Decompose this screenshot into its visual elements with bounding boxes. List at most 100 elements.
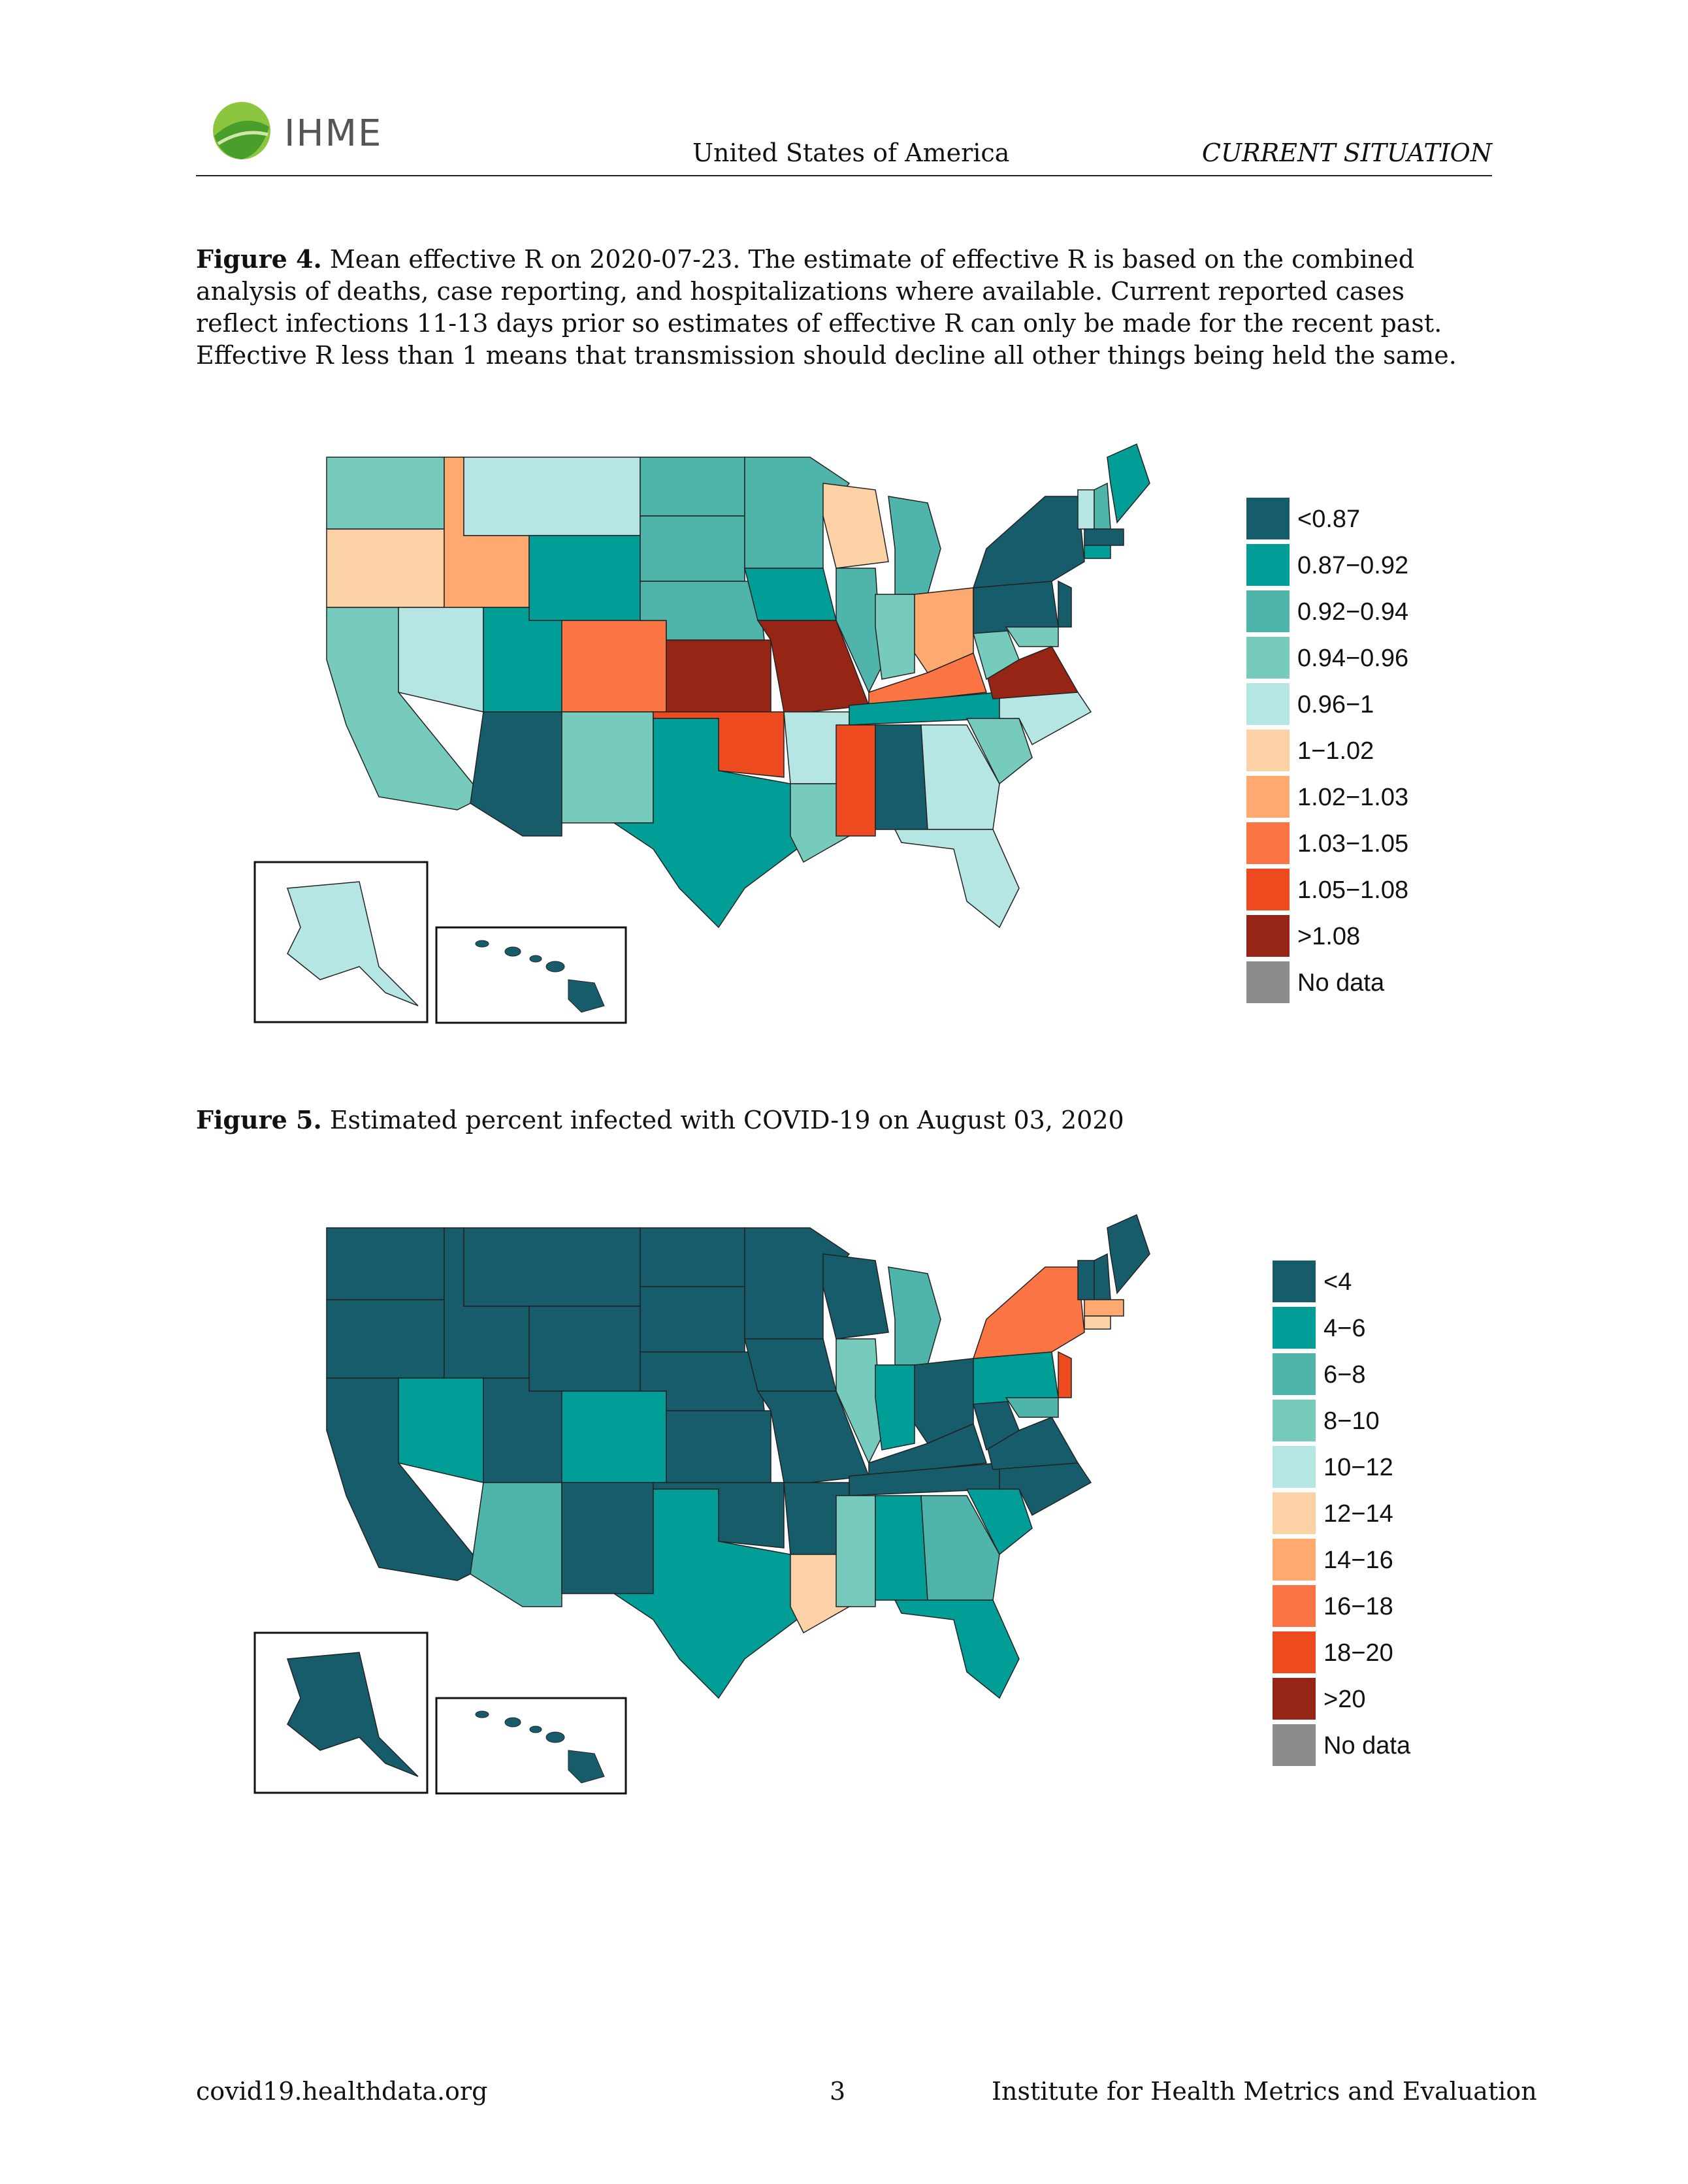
- legend-label: No data: [1297, 969, 1385, 997]
- legend-swatch: [1246, 498, 1290, 539]
- state-hi: [475, 940, 605, 1013]
- legend-swatch: [1273, 1492, 1316, 1534]
- state-wa: [326, 457, 445, 530]
- legend-swatch: [1246, 637, 1290, 679]
- figure4-caption-text: Mean effective R on 2020-07-23. The esti…: [196, 245, 1457, 370]
- legend-swatch: [1246, 822, 1290, 864]
- state-ak: [286, 1652, 419, 1777]
- legend-item: 10−12: [1273, 1446, 1495, 1492]
- legend-swatch: [1273, 1261, 1316, 1302]
- state-vt: [1077, 1260, 1095, 1300]
- state-va: [986, 1417, 1079, 1470]
- figure4-label: Figure 4.: [196, 244, 322, 274]
- legend-swatch: [1273, 1585, 1316, 1627]
- state-mi: [888, 1266, 941, 1366]
- legend-label: 0.92−0.94: [1297, 598, 1409, 626]
- legend-item: <4: [1273, 1261, 1495, 1307]
- legend-label: 6−8: [1323, 1361, 1366, 1389]
- header-section: CURRENT SITUATION: [1201, 138, 1492, 167]
- footer-website: covid19.healthdata.org: [196, 2077, 488, 2106]
- legend-label: 18−20: [1323, 1639, 1393, 1667]
- legend-label: <4: [1323, 1268, 1352, 1296]
- legend-swatch: [1246, 961, 1290, 1003]
- legend-item: 12−14: [1273, 1492, 1495, 1539]
- legend-label: 0.96−1: [1297, 691, 1374, 718]
- legend-swatch: [1273, 1539, 1316, 1581]
- state-me: [1107, 443, 1150, 524]
- state-sd: [640, 1286, 745, 1353]
- state-fl: [894, 829, 1020, 929]
- state-ga: [920, 1495, 1000, 1601]
- state-ak: [286, 881, 419, 1006]
- figure5-label: Figure 5.: [196, 1105, 322, 1134]
- state-or: [326, 528, 445, 608]
- legend-label: 1−1.02: [1297, 737, 1374, 765]
- legend-label: 4−6: [1323, 1315, 1366, 1342]
- state-al: [875, 1495, 928, 1601]
- state-ia: [744, 1338, 837, 1392]
- state-ga: [920, 724, 1000, 830]
- legend-label: 1.03−1.05: [1297, 830, 1409, 858]
- legend-label: >20: [1323, 1686, 1366, 1713]
- state-va: [986, 646, 1079, 699]
- state-co: [561, 620, 667, 713]
- figure4-us-map: [253, 443, 1150, 1024]
- state-wy: [528, 535, 641, 621]
- ihme-logo: IHME: [209, 98, 392, 163]
- state-in: [875, 594, 915, 680]
- state-nv: [398, 1377, 484, 1483]
- state-wi: [822, 483, 889, 569]
- legend-label: >1.08: [1297, 923, 1361, 950]
- state-mt: [463, 457, 641, 536]
- legend-label: 1.05−1.08: [1297, 876, 1409, 904]
- legend-swatch: [1246, 869, 1290, 910]
- state-or: [326, 1299, 445, 1379]
- legend-label: 1.02−1.03: [1297, 784, 1409, 811]
- legend-swatch: [1246, 915, 1290, 957]
- logo-text: IHME: [284, 112, 383, 155]
- figure5-us-map: [253, 1213, 1150, 1795]
- legend-item: 16−18: [1273, 1585, 1495, 1631]
- state-mi: [888, 496, 941, 595]
- legend-label: 0.94−0.96: [1297, 645, 1409, 672]
- legend-item: No data: [1246, 961, 1469, 1008]
- legend-label: 14−16: [1323, 1547, 1393, 1574]
- state-ny: [972, 496, 1085, 588]
- state-nd: [640, 1227, 745, 1287]
- state-ms: [836, 1495, 876, 1607]
- state-la: [790, 783, 850, 863]
- state-nd: [640, 457, 745, 517]
- legend-swatch: [1273, 1446, 1316, 1488]
- state-fl: [894, 1599, 1020, 1699]
- state-wi: [822, 1253, 889, 1340]
- legend-swatch: [1273, 1400, 1316, 1441]
- state-nh: [1094, 1253, 1111, 1300]
- state-nh: [1094, 482, 1111, 530]
- legend-item: 0.94−0.96: [1246, 637, 1469, 683]
- state-il: [836, 568, 883, 694]
- legend-item: >20: [1273, 1678, 1495, 1724]
- state-ks: [666, 639, 771, 713]
- legend-label: <0.87: [1297, 506, 1361, 533]
- legend-item: 0.87−0.92: [1246, 544, 1469, 590]
- legend-swatch: [1273, 1307, 1316, 1349]
- state-ma: [1084, 1299, 1124, 1317]
- state-tx: [612, 1488, 798, 1699]
- state-pa: [973, 581, 1059, 634]
- state-ks: [666, 1410, 771, 1483]
- state-ut: [483, 1377, 562, 1483]
- state-ut: [483, 607, 562, 713]
- legend-item: <0.87: [1246, 498, 1469, 544]
- state-nj: [1058, 580, 1072, 628]
- legend-item: 0.92−0.94: [1246, 590, 1469, 637]
- state-wa: [326, 1227, 445, 1300]
- state-mt: [463, 1227, 641, 1307]
- legend-item: 1.05−1.08: [1246, 869, 1469, 915]
- legend-swatch: [1273, 1678, 1316, 1720]
- legend-swatch: [1273, 1631, 1316, 1673]
- state-nv: [398, 607, 484, 713]
- legend-item: 1.02−1.03: [1246, 776, 1469, 822]
- state-md: [1005, 626, 1059, 647]
- legend-item: 4−6: [1273, 1307, 1495, 1353]
- legend-swatch: [1246, 683, 1290, 725]
